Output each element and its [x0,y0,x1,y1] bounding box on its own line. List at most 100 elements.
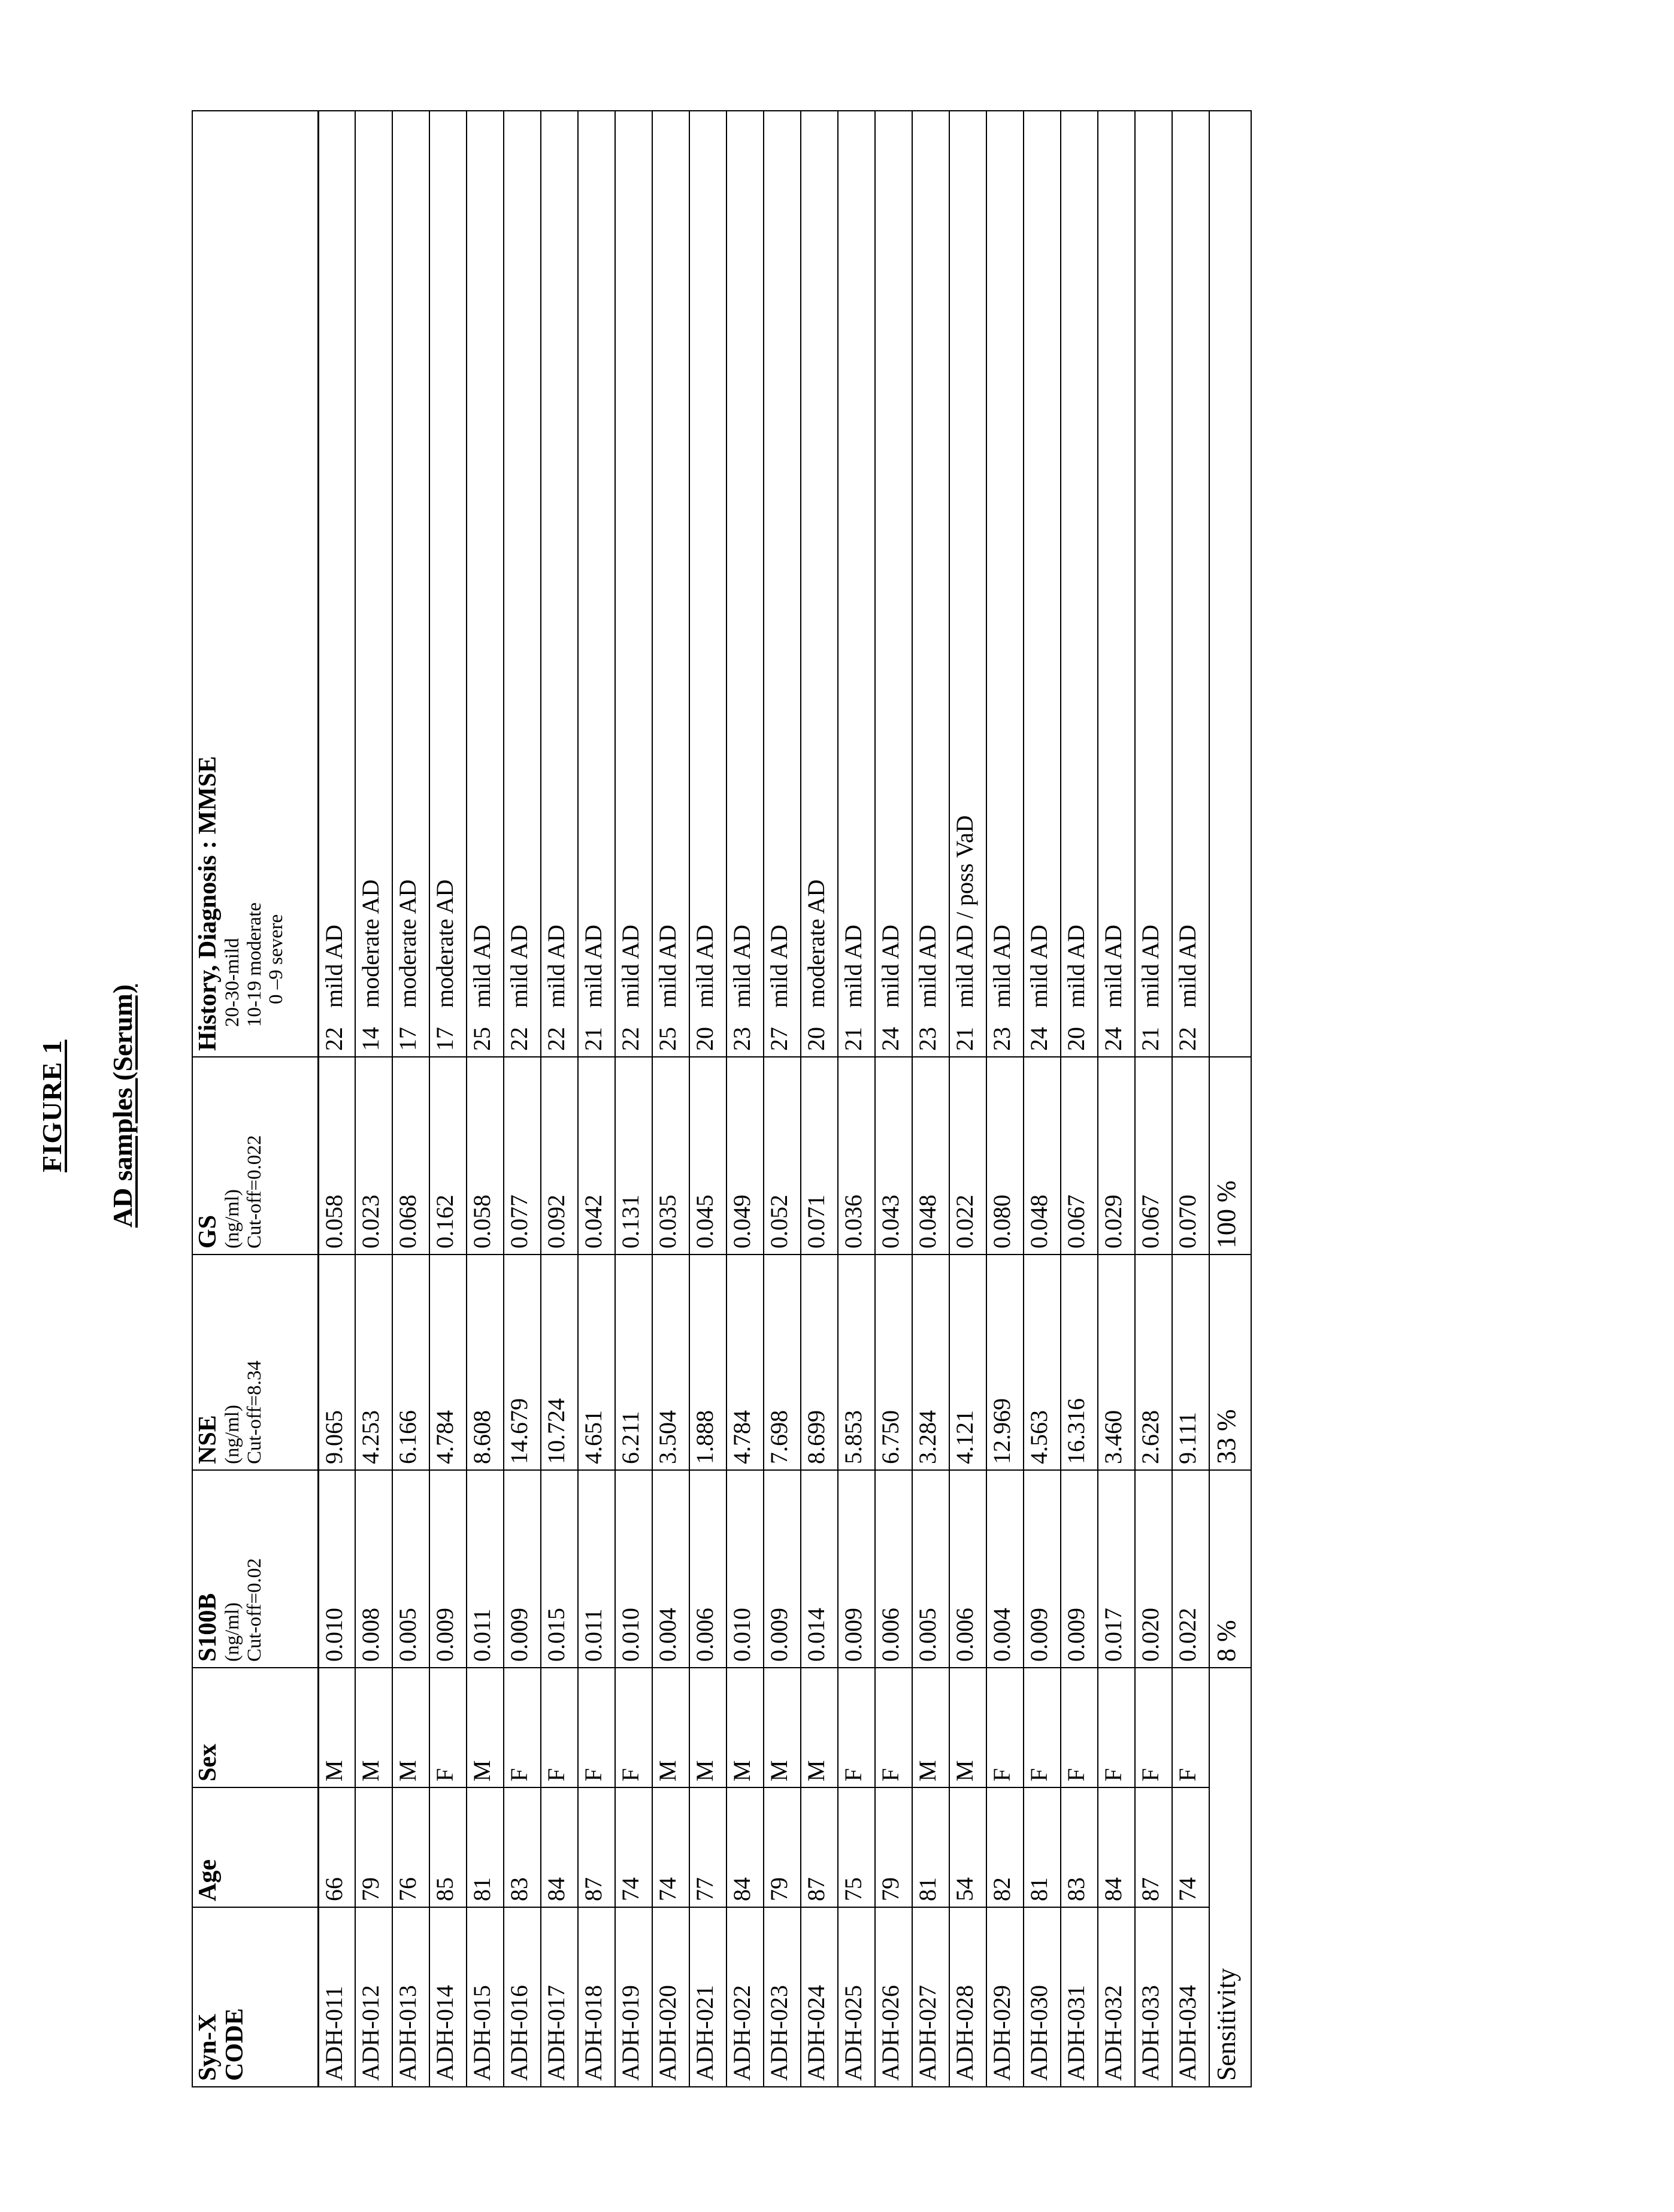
cell-age: 87 [801,1787,838,1907]
cell-mmse-score: 22 [617,1027,644,1051]
cell-s100b: 0.010 [318,1470,355,1668]
cell-mmse-score: 21 [840,1027,867,1051]
cell-syn-x-code: ADH-026 [875,1907,912,2087]
cell-mmse-score: 24 [1025,1027,1052,1051]
cell-mmse-score: 21 [1137,1027,1164,1051]
cell-nse: 12.969 [986,1255,1024,1470]
cell-s100b: 0.005 [392,1470,429,1668]
cell-syn-x-code: ADH-029 [986,1907,1024,2087]
cell-nse: 16.316 [1061,1255,1098,1470]
figure-label: FIGURE 1 [36,0,68,2212]
cell-s100b: 0.017 [1098,1470,1135,1668]
table-row: ADH-019 74 F 0.010 6.211 0.131 22 mild AD [615,111,652,2087]
cell-sex: M [392,1668,429,1787]
cell-mmse-score: 17 [431,1027,458,1051]
nse-header-units: (ng/ml) [222,1405,244,1464]
table-row: ADH-018 87 F 0.011 4.651 0.042 21 mild AD [578,111,615,2087]
cell-history-diagnosis: 20 mild AD [1061,111,1098,1057]
cell-diagnosis-text: mild AD [1137,925,1164,1008]
history-header-line1: History, Diagnosis : MMSE [194,756,222,1051]
cell-s100b: 0.010 [615,1470,652,1668]
cell-age: 87 [578,1787,615,1907]
cell-syn-x-code: ADH-023 [764,1907,801,2087]
cell-gs: 0.052 [764,1057,801,1255]
column-header-age: Age [192,1787,318,1907]
cell-age: 54 [949,1787,986,1907]
cell-syn-x-code: ADH-030 [1024,1907,1061,2087]
cell-gs: 0.068 [392,1057,429,1255]
cell-history-diagnosis: 22 mild AD [541,111,578,1057]
cell-diagnosis-text: mild AD [765,925,792,1008]
cell-gs: 0.080 [986,1057,1024,1255]
cell-s100b: 0.009 [764,1470,801,1668]
cell-age: 82 [986,1787,1024,1907]
cell-nse: 6.166 [392,1255,429,1470]
table-row: ADH-013 76 M 0.005 6.166 0.068 17 moderate AD [392,111,429,2087]
cell-history-diagnosis: 22 mild AD [615,111,652,1057]
cell-sex: M [318,1668,355,1787]
cell-mmse-score: 22 [320,1027,347,1051]
nse-header-cutoff: Cut-off=8.34 [243,1360,265,1464]
cell-nse: 5.853 [838,1255,875,1470]
cell-age: 85 [429,1787,467,1907]
cell-history-diagnosis: 25 mild AD [467,111,504,1057]
table-body: ADH-011 66 M 0.010 9.065 0.058 22mild AD ADH-01… [318,111,1251,2087]
cell-sex: M [912,1668,949,1787]
column-header-nse: NSE (ng/ml) Cut-off=8.34 [192,1255,318,1470]
cell-age: 79 [764,1787,801,1907]
table-row: ADH-016 83 F 0.009 14.679 0.077 22 mild AD [504,111,541,2087]
cell-sex: M [764,1668,801,1787]
cell-sex: F [1061,1668,1098,1787]
cell-age: 81 [467,1787,504,1907]
cell-history-diagnosis: 21 mild AD [1135,111,1172,1057]
cell-sex: M [726,1668,764,1787]
cell-history-diagnosis: 22 mild AD [504,111,541,1057]
s100b-header-cutoff: Cut-off=0.02 [243,1558,265,1662]
cell-s100b: 0.006 [875,1470,912,1668]
cell-age: 74 [652,1787,689,1907]
cell-s100b: 0.014 [801,1470,838,1668]
cell-diagnosis-text: mild AD [914,925,941,1008]
cell-s100b: 0.009 [1061,1470,1098,1668]
cell-mmse-score: 20 [803,1027,830,1051]
cell-syn-x-code: ADH-015 [467,1907,504,2087]
cell-gs: 0.058 [467,1057,504,1255]
cell-gs: 0.035 [652,1057,689,1255]
cell-s100b: 0.004 [986,1470,1024,1668]
cell-history-diagnosis: 23 mild AD [912,111,949,1057]
cell-sex: F [875,1668,912,1787]
sex-header-line1: Sex [194,1744,222,1781]
cell-sex: M [355,1668,392,1787]
cell-syn-x-code: ADH-034 [1172,1907,1209,2087]
s100b-header-units: (ng/ml) [222,1602,244,1662]
cell-syn-x-code: ADH-018 [578,1907,615,2087]
cell-diagnosis-text: mild AD / poss VaD [951,815,978,1008]
table-row: ADH-025 75 F 0.009 5.853 0.036 21 mild AD [838,111,875,2087]
cell-gs: 0.048 [1024,1057,1061,1255]
cell-s100b: 0.011 [578,1470,615,1668]
cell-syn-x-code: ADH-020 [652,1907,689,2087]
cell-gs: 0.077 [504,1057,541,1255]
cell-diagnosis-text: mild AD [543,925,570,1008]
cell-nse: 3.460 [1098,1255,1135,1470]
cell-syn-x-code: ADH-027 [912,1907,949,2087]
cell-s100b: 0.005 [912,1470,949,1668]
column-header-gs: GS (ng/ml) Cut-off=0.022 [192,1057,318,1255]
cell-nse: 6.211 [615,1255,652,1470]
cell-gs: 0.048 [912,1057,949,1255]
cell-s100b: 0.022 [1172,1470,1209,1668]
sensitivity-value-nse: 33 % [1209,1255,1251,1470]
cell-age: 83 [1061,1787,1098,1907]
cell-nse: 2.628 [1135,1255,1172,1470]
age-header-line1: Age [194,1859,222,1901]
cell-sex: F [429,1668,467,1787]
cell-age: 77 [689,1787,726,1907]
cell-diagnosis-text: mild AD [728,925,755,1008]
cell-syn-x-code: ADH-011 [318,1907,355,2087]
column-header-s100b: S100B (ng/ml) Cut-off=0.02 [192,1470,318,1668]
cell-gs: 0.092 [541,1057,578,1255]
cell-nse: 3.284 [912,1255,949,1470]
cell-age: 79 [875,1787,912,1907]
nse-header-line1: NSE [194,1415,222,1464]
